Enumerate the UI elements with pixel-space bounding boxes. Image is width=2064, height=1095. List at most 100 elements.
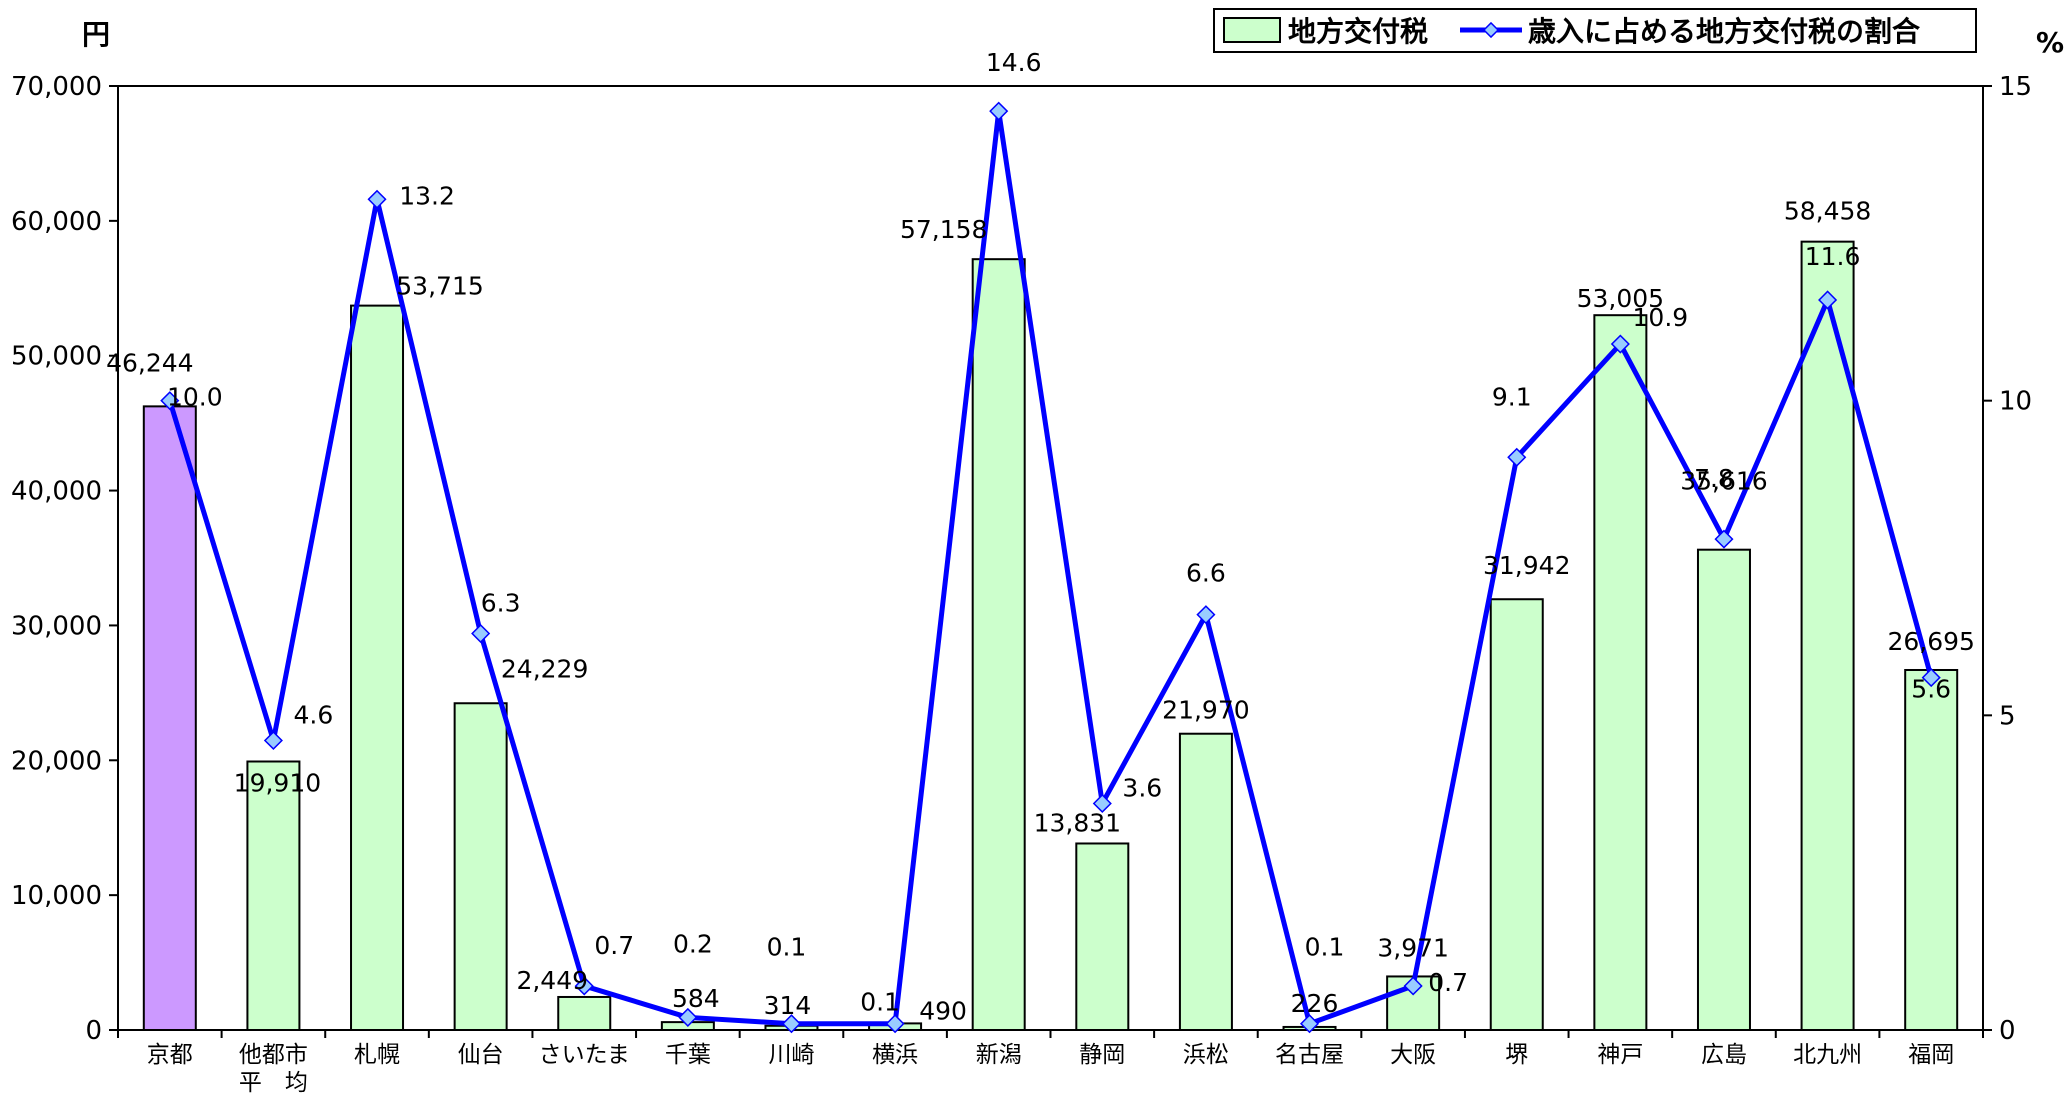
- category-label: 神戸: [1597, 1042, 1643, 1068]
- category-label: 名古屋: [1275, 1042, 1344, 1068]
- ratio-point: [678, 1007, 698, 1027]
- left-tick-label: 40,000: [11, 477, 102, 507]
- category-label: 広島: [1701, 1042, 1747, 1068]
- left-tick-label: 10,000: [11, 881, 102, 911]
- bar: [350, 304, 405, 1031]
- bars: [142, 240, 1959, 1032]
- category-label: 静岡: [1079, 1042, 1125, 1068]
- ratio-value-label: 13.2: [399, 181, 455, 210]
- bar: [1075, 842, 1130, 1031]
- bar-value-label: 53,005: [1577, 284, 1664, 313]
- ratio-value-label: 10.9: [1633, 303, 1689, 332]
- ratio-point: [1299, 1014, 1320, 1034]
- bar: [557, 995, 612, 1032]
- category-label: 堺: [1505, 1042, 1528, 1068]
- legend: 地方交付税 歳入に占める地方交付税の割合: [1213, 8, 1977, 53]
- ratio-point: [263, 730, 283, 751]
- category-label: 横浜: [872, 1042, 918, 1068]
- bar-value-label: 53,715: [396, 272, 483, 301]
- bar-value-label: 21,970: [1162, 696, 1249, 725]
- ratio-point: [1403, 976, 1423, 996]
- ratio-point: [367, 189, 387, 209]
- category-label: 千葉: [665, 1042, 711, 1068]
- ratio-value-label: 14.6: [986, 48, 1042, 77]
- legend-bar-swatch: [1223, 17, 1281, 43]
- category-label: 平 均: [239, 1070, 308, 1095]
- ratio-point: [1092, 793, 1112, 813]
- category-label: 大阪: [1390, 1042, 1436, 1068]
- left-tick-label: 60,000: [11, 207, 102, 237]
- bar-value-label: 3,971: [1377, 933, 1449, 962]
- legend-bar-label: 地方交付税: [1288, 15, 1428, 48]
- ratio-value-label: 7.8: [1694, 464, 1734, 493]
- bar-value-label: 490: [919, 996, 967, 1025]
- ratio-value-label: 0.2: [673, 929, 713, 958]
- bar-value-label: 35,616: [1680, 467, 1767, 496]
- axes: 0 10,000 20,000 30,000 40,000 50,000 60,000 70,…: [11, 72, 2032, 1095]
- bar-value-label: 19,910: [234, 768, 321, 797]
- ratio-value-label: 6.3: [481, 589, 521, 618]
- bar: [1178, 732, 1233, 1031]
- bar-value-label: 31,942: [1483, 551, 1570, 580]
- ratio-value-label: 5.6: [1911, 675, 1951, 704]
- bar: [1593, 314, 1648, 1032]
- ratio-point: [574, 976, 594, 996]
- bar-value-label: 26,695: [1887, 627, 1974, 656]
- category-label: 北九州: [1793, 1042, 1862, 1068]
- bar: [1904, 668, 1959, 1031]
- bar: [1489, 598, 1544, 1031]
- left-tick-label: 20,000: [11, 746, 102, 776]
- ratio-line-path: [167, 108, 1934, 1027]
- ratio-point: [1818, 290, 1838, 310]
- category-label: 浜松: [1183, 1042, 1229, 1068]
- right-tick-label: 5: [1999, 701, 2016, 731]
- bar: [1800, 240, 1855, 1032]
- ratio-line: [160, 101, 1941, 1034]
- ratio-value-label: 6.6: [1186, 559, 1226, 588]
- right-tick-label: 10: [1999, 387, 2032, 417]
- bar-value-label: 58,458: [1784, 197, 1871, 226]
- bar-value-label: 314: [764, 991, 812, 1020]
- left-tick-label: 30,000: [11, 611, 102, 641]
- category-label: 仙台: [458, 1042, 504, 1068]
- ratio-point: [1714, 529, 1734, 549]
- legend-line-label: 歳入に占める地方交付税の割合: [1528, 15, 1921, 48]
- legend-frame: [1213, 8, 1977, 53]
- ratio-value-label: 0.1: [860, 988, 900, 1017]
- bar: [453, 702, 508, 1031]
- ratio-point: [1196, 605, 1216, 625]
- category-label: 福岡: [1908, 1042, 1954, 1068]
- category-label: さいたま: [539, 1042, 630, 1068]
- ratio-value-label: 0.1: [1305, 933, 1345, 962]
- ratio-point: [1921, 668, 1941, 688]
- bar-value-label: 24,229: [501, 654, 588, 683]
- ratio-value-label: 4.6: [294, 701, 334, 730]
- ratio-value-label: 3.6: [1122, 773, 1162, 802]
- ratio-value-label: 10.0: [167, 383, 223, 412]
- category-label: 他都市: [239, 1042, 308, 1068]
- left-axis-unit: 円: [82, 18, 110, 51]
- bar: [971, 258, 1026, 1031]
- ratio-value-label: 11.6: [1805, 242, 1861, 271]
- right-axis-unit: %: [2036, 26, 2064, 59]
- left-tick-label: 50,000: [11, 342, 102, 372]
- ratio-value-label: 0.7: [1428, 968, 1468, 997]
- ratio-point: [160, 391, 180, 411]
- bar-value-label: 226: [1291, 989, 1339, 1018]
- ratio-point: [1610, 334, 1630, 354]
- bar: [142, 405, 197, 1031]
- ratio-point: [1507, 447, 1527, 467]
- ratio-value-label: 0.1: [767, 933, 807, 962]
- category-label: 札幌: [354, 1042, 400, 1068]
- bar-value-label: 584: [672, 984, 720, 1013]
- ratio-point: [989, 101, 1009, 121]
- bar: [246, 760, 301, 1032]
- category-label: 新潟: [976, 1042, 1022, 1068]
- category-label: 京都: [147, 1042, 193, 1068]
- ratio-point: [885, 1014, 905, 1034]
- ratio-value-label: 0.7: [594, 931, 634, 960]
- right-tick-label: 0: [1999, 1016, 2016, 1046]
- bar-value-label: 2,449: [516, 966, 588, 995]
- category-label: 川崎: [768, 1042, 814, 1068]
